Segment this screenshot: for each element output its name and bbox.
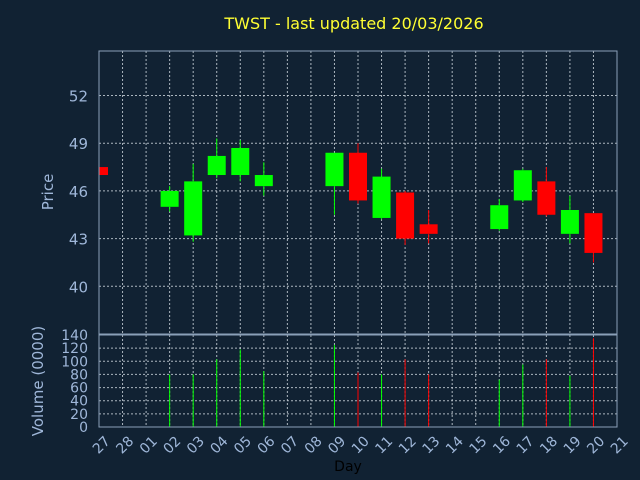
volume-tick-label: 0	[79, 420, 88, 436]
price-tick-label: 49	[69, 135, 88, 153]
x-tick-label: 04	[208, 433, 232, 457]
candle-body	[349, 152, 367, 201]
candle-body	[99, 167, 108, 176]
volume-tick-label: 100	[61, 354, 88, 370]
candle-body	[184, 181, 203, 236]
volume-tick-label: 20	[70, 407, 88, 423]
x-tick-label: 15	[467, 433, 491, 457]
volume-tick-label: 140	[61, 328, 88, 344]
candle-body	[396, 192, 415, 239]
x-tick-label: 14	[443, 433, 467, 457]
volume-axis-label: Volume (0000)	[29, 326, 47, 436]
x-tick-label: 06	[255, 433, 279, 457]
candle-body	[584, 213, 603, 253]
x-tick-label: 11	[372, 433, 396, 457]
candle-body	[325, 152, 344, 187]
price-panel: 40 43 46 49 52	[69, 50, 618, 335]
x-tick-label: 13	[419, 433, 443, 457]
candle-body	[160, 190, 179, 207]
x-tick-label: 21	[608, 433, 632, 457]
candle-body	[231, 147, 250, 176]
price-axis-label: Price	[39, 174, 57, 211]
volume-tick-label: 120	[61, 341, 88, 357]
x-tick-label: 10	[349, 433, 373, 457]
volume-tick-label: 60	[70, 381, 88, 397]
price-tick-label: 40	[69, 278, 88, 296]
x-tick-label: 18	[537, 433, 561, 457]
x-tick-label: 28	[113, 433, 137, 457]
candle-body	[560, 209, 579, 234]
x-tick-label: 05	[231, 433, 255, 457]
candle-body	[419, 224, 438, 234]
x-tick-label: 03	[184, 433, 208, 457]
volume-tick-label: 40	[70, 394, 88, 410]
x-tick-label: 02	[160, 433, 184, 457]
price-tick-label: 46	[69, 183, 88, 201]
candle-body	[513, 170, 532, 201]
x-tick-label: 19	[561, 433, 585, 457]
x-tick-label: 27	[90, 433, 114, 457]
chart-title: TWST - last updated 20/03/2026	[223, 14, 483, 33]
candle-body	[490, 205, 509, 230]
x-tick-label: 08	[302, 433, 326, 457]
candle-body	[372, 176, 391, 218]
price-tick-label: 52	[69, 88, 88, 106]
price-panel-frame	[98, 50, 618, 335]
volume-panel-frame	[98, 334, 618, 428]
x-tick-label: 12	[396, 433, 420, 457]
x-axis-label: Day	[334, 459, 362, 475]
candle-body	[254, 175, 273, 187]
x-tick-label: 20	[584, 433, 608, 457]
x-tick-label: 17	[514, 433, 538, 457]
x-tick-label: 16	[490, 433, 514, 457]
candle-body	[207, 155, 226, 176]
candle-body	[537, 181, 556, 215]
x-tick-label: 01	[137, 433, 161, 457]
x-tick-label: 07	[278, 433, 302, 457]
x-tick-label: 09	[325, 433, 349, 457]
price-tick-label: 43	[69, 231, 88, 249]
volume-tick-label: 80	[70, 367, 88, 383]
